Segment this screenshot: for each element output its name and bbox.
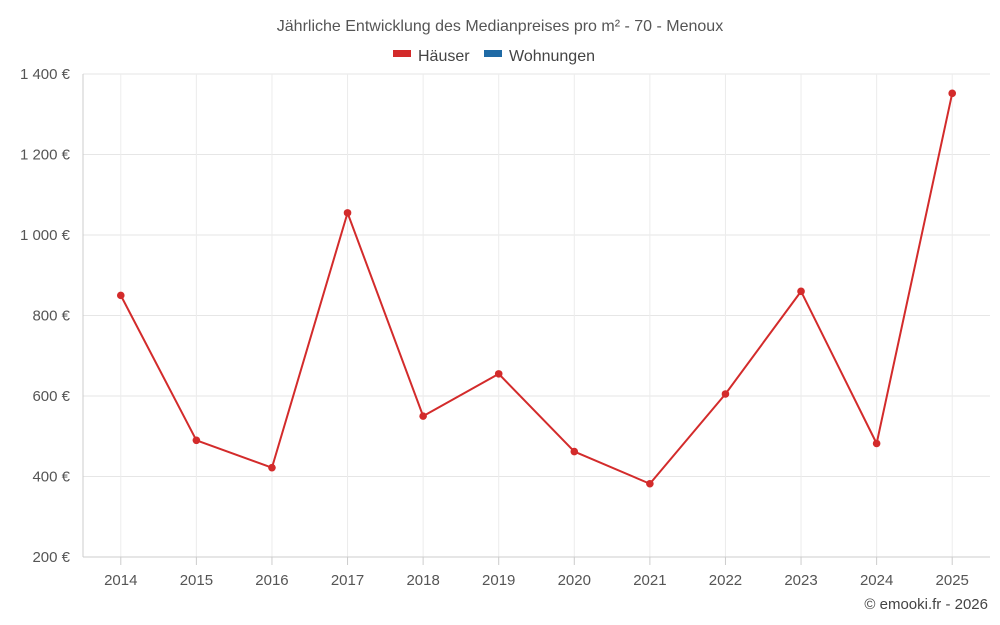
legend-swatch-apartments [484,50,502,57]
y-tick-label: 600 € [32,388,70,405]
series-line [119,93,954,485]
y-axis: 200 € 400 € 600 € 800 € 1 000 € 1 200 € 1 400 … [20,66,84,566]
data-point[interactable] [797,287,805,296]
x-axis: 2014 2015 2016 2017 2018 2019 2020 2021 2022 2023… [83,556,990,589]
data-point[interactable] [646,479,654,488]
data-point[interactable] [419,412,427,420]
x-tick-label: 2017 [331,572,364,589]
data-point[interactable] [948,89,957,98]
x-tick-label: 2016 [255,572,288,589]
data-point[interactable] [494,370,503,378]
legend-label-houses: Häuser [418,48,470,65]
x-tick-label: 2014 [104,572,137,589]
y-tick-label: 1 000 € [20,227,71,244]
x-tick-label: 2019 [482,572,515,589]
y-tick-label: 1 200 € [20,147,71,164]
legend-label-apartments: Wohnungen [509,48,595,65]
series-houses [116,89,957,488]
data-point[interactable] [268,463,276,472]
x-tick-label: 2015 [180,572,213,589]
legend-item-houses[interactable]: Häuser [393,48,470,65]
legend-swatch-houses [393,50,411,57]
data-point[interactable] [116,291,125,300]
legend-item-apartments[interactable]: Wohnungen [484,48,595,65]
x-tick-label: 2024 [860,572,893,589]
x-tick-label: 2025 [936,572,969,589]
data-point[interactable] [570,447,579,456]
data-point[interactable] [343,209,352,217]
x-tick-label: 2020 [558,572,591,589]
data-point[interactable] [872,439,881,448]
chart-title: Jährliche Entwicklung des Medianpreises … [277,18,723,35]
y-tick-label: 400 € [32,469,70,486]
x-tick-label: 2022 [709,572,742,589]
y-tick-label: 800 € [32,308,70,325]
x-tick-label: 2021 [633,572,666,589]
x-tick-label: 2018 [406,572,439,589]
data-point[interactable] [721,390,730,398]
y-tick-label: 200 € [32,549,70,566]
data-point[interactable] [192,436,201,445]
credit-text: © emooki.fr - 2026 [864,596,988,613]
x-tick-label: 2023 [784,572,817,589]
grid [83,73,990,557]
legend: Häuser Wohnungen [393,48,595,65]
y-tick-label: 1 400 € [20,66,71,83]
